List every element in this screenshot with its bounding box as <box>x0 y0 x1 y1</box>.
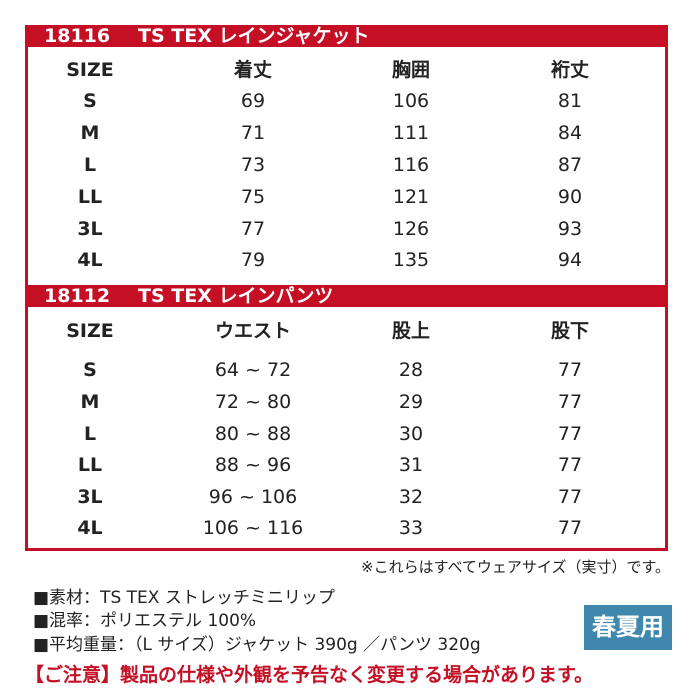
table-cell: 73 <box>240 154 266 176</box>
table-cell: 93 <box>557 218 583 240</box>
table-row: M 71 111 84 <box>28 118 665 148</box>
table-cell: 77 <box>557 454 583 476</box>
table-header: SIZE ウエスト 股上 股下 <box>28 316 665 346</box>
warning-text: 【ご注意】製品の仕様や外観を予告なく変更する場合があります。 <box>25 664 594 686</box>
spec-material: ■素材：TS TEX ストレッチミニリップ <box>33 588 335 608</box>
column-header: 胸囲 <box>391 59 430 81</box>
table-cell: 32 <box>398 486 424 508</box>
table-cell: M <box>80 122 100 144</box>
table-cell: 72 ~ 80 <box>214 391 292 413</box>
column-header: 股下 <box>550 320 589 342</box>
jacket-title-bar: 18116 TS TEX レインジャケット <box>28 25 665 47</box>
table-cell: 90 <box>557 186 583 208</box>
table-header: SIZE 着丈 胸囲 裄丈 <box>28 55 665 85</box>
table-cell: 88 ~ 96 <box>214 454 292 476</box>
table-cell: 77 <box>240 218 266 240</box>
table-cell: 77 <box>557 391 583 413</box>
table-cell: 77 <box>557 517 583 539</box>
product-name: TS TEX レインジャケット <box>138 25 370 47</box>
table-row: LL 75 121 90 <box>28 182 665 212</box>
table-row: M 72 ~ 80 29 77 <box>28 387 665 417</box>
table-cell: 111 <box>392 122 430 144</box>
table-cell: 29 <box>398 391 424 413</box>
size-chart: 18116 TS TEX レインジャケット SIZE 着丈 胸囲 裄丈 S 69 106 81 M 7… <box>25 25 668 551</box>
table-cell: 71 <box>240 122 266 144</box>
column-header: ウエスト <box>214 320 291 342</box>
table-row: 3L 96 ~ 106 32 77 <box>28 482 665 512</box>
column-header: 股上 <box>391 320 430 342</box>
table-row: 4L 79 135 94 <box>28 245 665 275</box>
table-cell: 79 <box>240 249 266 271</box>
table-cell: 80 ~ 88 <box>214 423 292 445</box>
table-row: LL 88 ~ 96 31 77 <box>28 450 665 480</box>
table-row: L 80 ~ 88 30 77 <box>28 419 665 449</box>
table-cell: 4L <box>77 517 103 539</box>
table-row: S 64 ~ 72 28 77 <box>28 355 665 385</box>
column-header: 裄丈 <box>550 59 589 81</box>
table-cell: 69 <box>240 90 266 112</box>
table-cell: 77 <box>557 359 583 381</box>
product-code: 18116 <box>44 25 111 47</box>
table-cell: 3L <box>77 486 103 508</box>
table-cell: 81 <box>557 90 583 112</box>
table-row: 3L 77 126 93 <box>28 214 665 244</box>
column-header: SIZE <box>66 59 114 81</box>
table-cell: L <box>83 154 97 176</box>
table-cell: 77 <box>557 486 583 508</box>
table-cell: LL <box>77 186 103 208</box>
spec-blend: ■混率：ポリエステル 100% <box>33 611 257 631</box>
table-row: L 73 116 87 <box>28 150 665 180</box>
table-cell: M <box>80 391 100 413</box>
table-cell: 3L <box>77 218 103 240</box>
table-cell: 116 <box>392 154 430 176</box>
product-name: TS TEX レインパンツ <box>138 285 334 307</box>
table-cell: L <box>83 423 97 445</box>
table-cell: 106 ~ 116 <box>202 517 304 539</box>
table-cell: 28 <box>398 359 424 381</box>
table-cell: 87 <box>557 154 583 176</box>
table-cell: 126 <box>392 218 430 240</box>
product-code: 18112 <box>44 285 111 307</box>
pants-title-bar: 18112 TS TEX レインパンツ <box>28 285 665 307</box>
table-cell: 33 <box>398 517 424 539</box>
table-row: 4L 106 ~ 116 33 77 <box>28 513 665 543</box>
table-cell: S <box>83 359 97 381</box>
table-cell: 84 <box>557 122 583 144</box>
table-cell: 94 <box>557 249 583 271</box>
table-cell: 64 ~ 72 <box>214 359 292 381</box>
table-row: S 69 106 81 <box>28 86 665 116</box>
spec-weight: ■平均重量：（L サイズ）ジャケット 390g ／パンツ 320g <box>33 635 481 655</box>
column-header: SIZE <box>66 320 114 342</box>
table-cell: 31 <box>398 454 424 476</box>
size-note: ※これらはすべてウェアサイズ（実寸）です。 <box>361 558 670 576</box>
table-cell: S <box>83 90 97 112</box>
season-badge: 春夏用 <box>584 605 672 650</box>
table-cell: LL <box>77 454 103 476</box>
table-cell: 121 <box>392 186 430 208</box>
column-header: 着丈 <box>233 59 272 81</box>
table-cell: 75 <box>240 186 266 208</box>
table-cell: 135 <box>392 249 430 271</box>
table-cell: 30 <box>398 423 424 445</box>
table-cell: 96 ~ 106 <box>208 486 298 508</box>
table-cell: 77 <box>557 423 583 445</box>
table-cell: 4L <box>77 249 103 271</box>
table-cell: 106 <box>392 90 430 112</box>
